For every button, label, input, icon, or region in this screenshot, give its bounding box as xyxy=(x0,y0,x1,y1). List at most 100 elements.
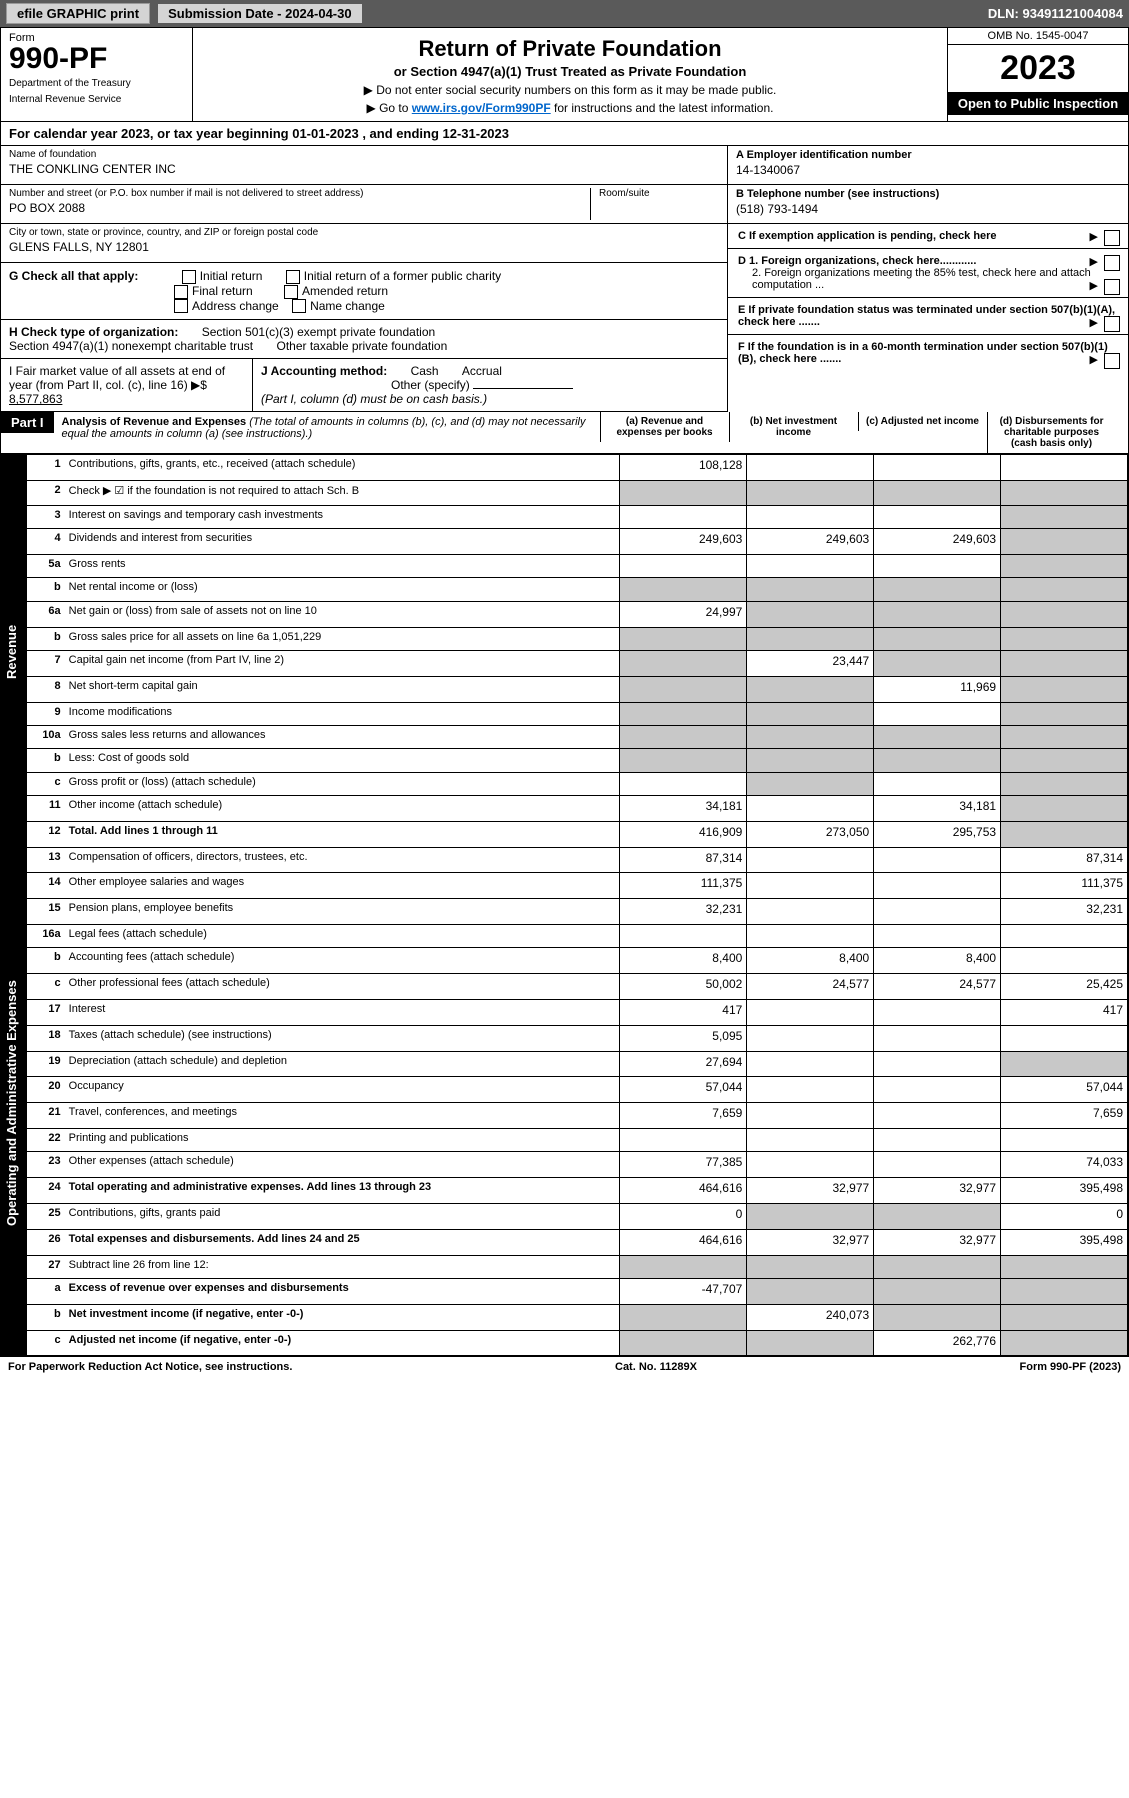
table-row: 14Other employee salaries and wages111,3… xyxy=(27,873,1128,899)
line-number: 8 xyxy=(27,676,65,702)
cell-a xyxy=(620,505,747,528)
cell-a: 24,997 xyxy=(620,601,747,627)
cb-d2[interactable] xyxy=(1104,279,1120,295)
table-row: 4Dividends and interest from securities2… xyxy=(27,529,1128,555)
h-row: H Check type of organization: Section 50… xyxy=(1,320,727,359)
cell-b xyxy=(747,1025,874,1051)
line-desc: Income modifications xyxy=(65,702,620,725)
cell-c xyxy=(874,1051,1001,1077)
cb-d1[interactable] xyxy=(1104,255,1120,271)
cell-c xyxy=(874,1203,1001,1229)
table-row: 21Travel, conferences, and meetings7,659… xyxy=(27,1103,1128,1129)
line-number: b xyxy=(27,948,65,974)
irs-link[interactable]: www.irs.gov/Form990PF xyxy=(412,101,551,115)
cell-c: 11,969 xyxy=(874,676,1001,702)
line-desc: Contributions, gifts, grants, etc., rece… xyxy=(65,455,620,481)
cell-d: 0 xyxy=(1001,1203,1128,1229)
line-number: 25 xyxy=(27,1203,65,1229)
cell-a xyxy=(620,555,747,578)
cb-c[interactable] xyxy=(1104,230,1120,246)
cell-c xyxy=(874,601,1001,627)
cell-c xyxy=(874,725,1001,748)
cell-a: -47,707 xyxy=(620,1278,747,1304)
title-box: Return of Private Foundation or Section … xyxy=(193,28,947,121)
cell-b xyxy=(747,505,874,528)
cell-d xyxy=(1001,1255,1128,1278)
cb-initial-public[interactable] xyxy=(286,270,300,284)
cb-initial-return[interactable] xyxy=(182,270,196,284)
line-desc: Net gain or (loss) from sale of assets n… xyxy=(65,601,620,627)
cell-a: 5,095 xyxy=(620,1025,747,1051)
cell-d xyxy=(1001,1278,1128,1304)
line-desc: Pension plans, employee benefits xyxy=(65,899,620,925)
cell-a: 7,659 xyxy=(620,1103,747,1129)
expenses-side-label: Operating and Administrative Expenses xyxy=(1,850,27,1356)
cell-c xyxy=(874,555,1001,578)
submission-date: Submission Date - 2024-04-30 xyxy=(158,4,362,23)
cell-b xyxy=(747,1152,874,1178)
cell-b xyxy=(747,873,874,899)
line-desc: Net short-term capital gain xyxy=(65,676,620,702)
cell-c xyxy=(874,455,1001,481)
table-row: 16aLegal fees (attach schedule) xyxy=(27,924,1128,947)
cell-b xyxy=(747,772,874,795)
cell-d: 395,498 xyxy=(1001,1178,1128,1204)
cell-c xyxy=(874,924,1001,947)
cell-b xyxy=(747,725,874,748)
cb-e[interactable] xyxy=(1104,316,1120,332)
table-row: 10aGross sales less returns and allowanc… xyxy=(27,725,1128,748)
line-number: 12 xyxy=(27,821,65,847)
line-number: b xyxy=(27,1304,65,1330)
cell-b xyxy=(747,795,874,821)
cell-a: 417 xyxy=(620,999,747,1025)
line-number: a xyxy=(27,1278,65,1304)
line-number: 7 xyxy=(27,650,65,676)
city-cell: City or town, state or province, country… xyxy=(1,224,727,263)
line-desc: Legal fees (attach schedule) xyxy=(65,924,620,947)
cell-a: 464,616 xyxy=(620,1229,747,1255)
cb-f[interactable] xyxy=(1104,353,1120,369)
calendar-year-row: For calendar year 2023, or tax year begi… xyxy=(1,122,1128,146)
cell-c: 24,577 xyxy=(874,974,1001,1000)
paperwork-notice: For Paperwork Reduction Act Notice, see … xyxy=(8,1361,292,1373)
revenue-side-label: Revenue xyxy=(1,454,27,850)
footer: For Paperwork Reduction Act Notice, see … xyxy=(0,1357,1129,1377)
cell-d: 32,231 xyxy=(1001,899,1128,925)
table-row: 23Other expenses (attach schedule)77,385… xyxy=(27,1152,1128,1178)
cell-b xyxy=(747,847,874,873)
cell-c xyxy=(874,772,1001,795)
phone-cell: B Telephone number (see instructions) (5… xyxy=(728,185,1128,224)
cell-a: 50,002 xyxy=(620,974,747,1000)
cell-d xyxy=(1001,749,1128,772)
cell-b xyxy=(747,1278,874,1304)
cb-address-change[interactable] xyxy=(174,299,188,313)
cell-d xyxy=(1001,772,1128,795)
line-number: 1 xyxy=(27,455,65,481)
line-number: 15 xyxy=(27,899,65,925)
line-number: 4 xyxy=(27,529,65,555)
col-b-header: (b) Net investment income xyxy=(729,412,858,442)
efile-button[interactable]: efile GRAPHIC print xyxy=(6,3,150,24)
line-desc: Gross rents xyxy=(65,555,620,578)
year-box: OMB No. 1545-0047 2023 Open to Public In… xyxy=(947,28,1128,121)
part1-title: Analysis of Revenue and Expenses xyxy=(62,416,247,428)
cell-a xyxy=(620,725,747,748)
cb-amended[interactable] xyxy=(284,285,298,299)
cell-b xyxy=(747,999,874,1025)
d-check: D 1. Foreign organizations, check here..… xyxy=(728,249,1128,298)
cell-d: 395,498 xyxy=(1001,1229,1128,1255)
table-row: 22Printing and publications xyxy=(27,1128,1128,1151)
cell-a xyxy=(620,1304,747,1330)
table-row: 13Compensation of officers, directors, t… xyxy=(27,847,1128,873)
cb-name-change[interactable] xyxy=(292,299,306,313)
cell-a: 108,128 xyxy=(620,455,747,481)
cell-c xyxy=(874,873,1001,899)
cell-a xyxy=(620,1128,747,1151)
line-number: 20 xyxy=(27,1077,65,1103)
line-number: 17 xyxy=(27,999,65,1025)
cb-final-return[interactable] xyxy=(174,285,188,299)
line-desc: Net investment income (if negative, ente… xyxy=(65,1304,620,1330)
table-row: cGross profit or (loss) (attach schedule… xyxy=(27,772,1128,795)
cell-d: 7,659 xyxy=(1001,1103,1128,1129)
line-number: b xyxy=(27,749,65,772)
